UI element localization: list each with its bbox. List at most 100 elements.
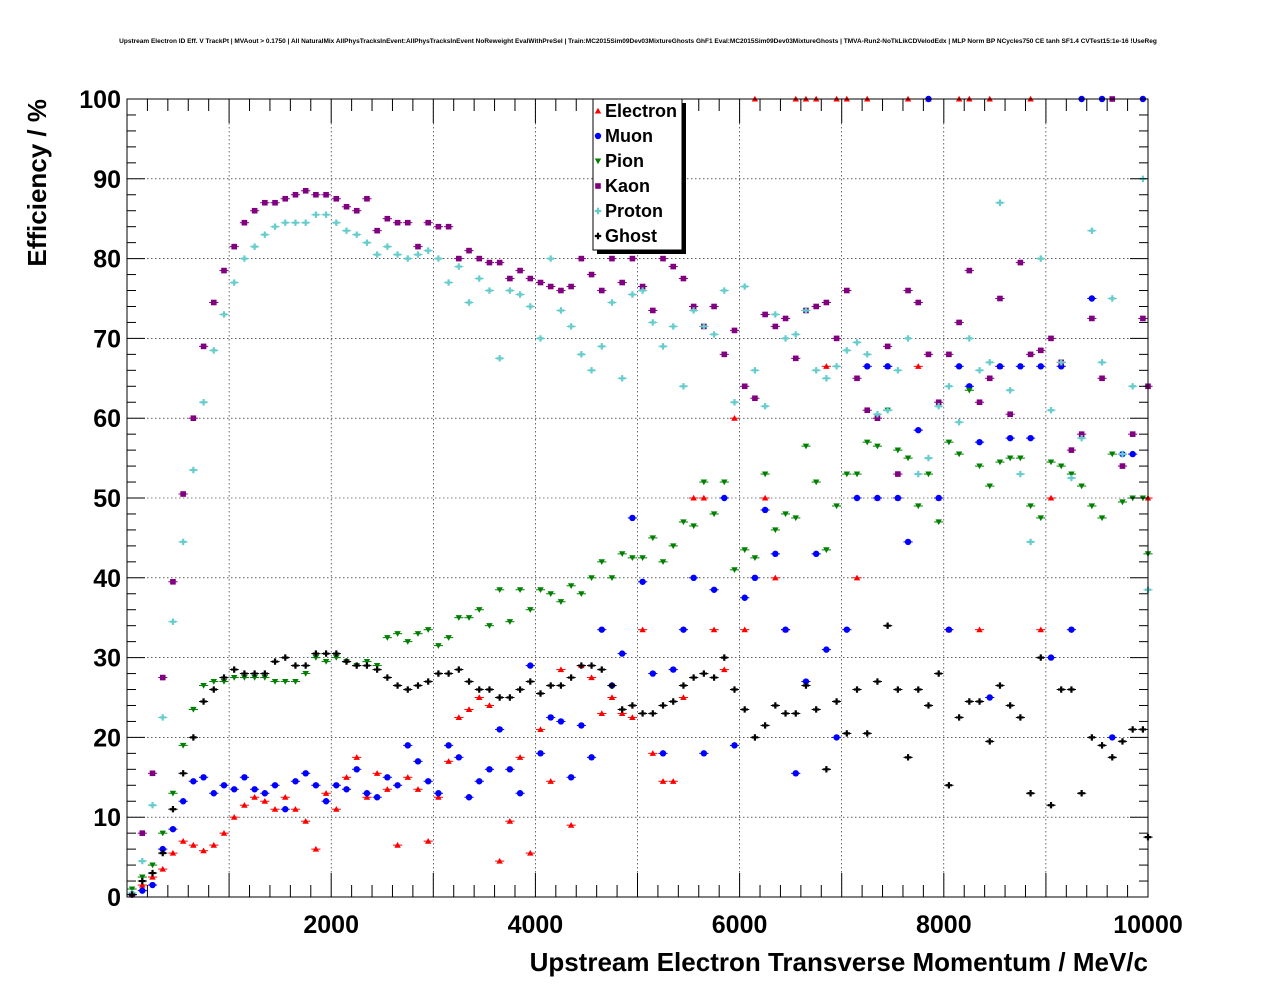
muon-point: [690, 574, 697, 581]
pion-point: [1098, 515, 1106, 522]
ghost-point: [588, 662, 595, 669]
proton-point: [567, 323, 575, 330]
pion-point: [904, 455, 912, 462]
muon-point: [435, 790, 442, 797]
muon-point: [731, 742, 738, 749]
muon-point: [1037, 363, 1044, 370]
proton-point: [782, 335, 789, 342]
ghost-point: [629, 702, 636, 709]
ghost-point: [1068, 686, 1075, 693]
pion-point: [894, 447, 902, 454]
muon-point: [1027, 434, 1034, 442]
muon-point: [200, 774, 207, 781]
pion-point: [363, 659, 371, 665]
proton-point: [557, 307, 565, 314]
pion-point: [190, 706, 197, 713]
electron-point: [731, 415, 738, 421]
ghost-point: [1109, 754, 1116, 761]
legend-marker-electron: [594, 107, 602, 114]
kaon-point: [1078, 431, 1085, 437]
electron-point: [618, 710, 626, 717]
electron-point: [241, 802, 248, 808]
muon-point: [721, 494, 728, 502]
electron-point: [353, 754, 360, 760]
proton-point: [710, 331, 718, 338]
proton-point: [516, 291, 524, 298]
muon-point: [567, 774, 575, 781]
legend-marker-proton: [594, 207, 602, 215]
kaon-point: [394, 219, 401, 226]
ghost-point: [333, 650, 340, 657]
proton-point: [966, 335, 973, 342]
kaon-point: [537, 279, 544, 286]
electron-point: [261, 798, 269, 804]
electron-point: [486, 702, 493, 709]
pion-point: [659, 559, 667, 566]
proton-point: [588, 367, 595, 374]
pion-point: [700, 479, 708, 486]
proton-point: [690, 307, 697, 314]
proton-point: [241, 255, 248, 262]
kaon-point: [527, 275, 534, 282]
kaon-point: [568, 283, 574, 290]
proton-point: [261, 231, 269, 238]
kaon-point: [762, 311, 768, 318]
kaon-point: [690, 303, 697, 310]
ghost-point: [894, 686, 902, 693]
kaon-point: [292, 191, 299, 198]
kaon-point: [670, 263, 677, 270]
kaon-point: [404, 219, 411, 226]
proton-point: [578, 351, 585, 358]
pion-point: [271, 678, 279, 685]
ghost-point: [486, 686, 493, 693]
ghost-point: [343, 658, 350, 665]
electron-point: [139, 881, 146, 888]
muon-point: [741, 594, 748, 601]
kaon-point: [323, 191, 329, 198]
pion-point: [220, 678, 228, 685]
proton-point: [1109, 295, 1116, 302]
muon-point: [945, 626, 953, 633]
muon-point: [547, 714, 554, 721]
electron-point: [445, 758, 452, 764]
electron-point: [435, 794, 442, 800]
kaon-point: [1027, 351, 1034, 358]
proton-point: [190, 466, 197, 474]
pion-point: [1047, 459, 1055, 466]
proton-point: [996, 199, 1004, 206]
electron-point: [639, 626, 646, 633]
muon-point: [823, 646, 830, 653]
proton-point: [312, 211, 320, 218]
legend-label-electron: Electron: [605, 101, 677, 121]
y-tick-label: 80: [93, 246, 121, 274]
grid-lines: [127, 98, 1148, 898]
ghost-point: [792, 710, 799, 717]
y-tick-label: 90: [93, 166, 121, 194]
y-axis-title: Efficiency / %: [22, 99, 52, 267]
proton-point: [486, 287, 493, 294]
pion-point: [200, 682, 207, 689]
pion-point: [751, 555, 759, 562]
pion-point: [1006, 455, 1014, 462]
pion-point: [1088, 503, 1096, 510]
kaon-point: [170, 578, 176, 585]
pion-point: [465, 615, 473, 621]
kaon-point: [476, 255, 483, 262]
electron-point: [761, 494, 769, 501]
y-tick-label: 30: [93, 645, 121, 673]
ghost-point: [445, 670, 452, 677]
pion-point: [731, 567, 738, 574]
pion-point: [588, 575, 595, 581]
ghost-point: [639, 710, 646, 717]
ghost-point: [210, 686, 217, 693]
pion-point: [373, 663, 381, 669]
ghost-point: [476, 686, 483, 693]
proton-point: [864, 351, 871, 358]
y-tick-label: 20: [93, 724, 121, 752]
pion-point: [139, 874, 146, 881]
x-tick-label: 10000: [1113, 911, 1183, 939]
ghost-point: [843, 730, 851, 737]
muon-point: [231, 786, 238, 793]
pion-point: [986, 483, 993, 490]
kaon-point: [956, 319, 962, 326]
